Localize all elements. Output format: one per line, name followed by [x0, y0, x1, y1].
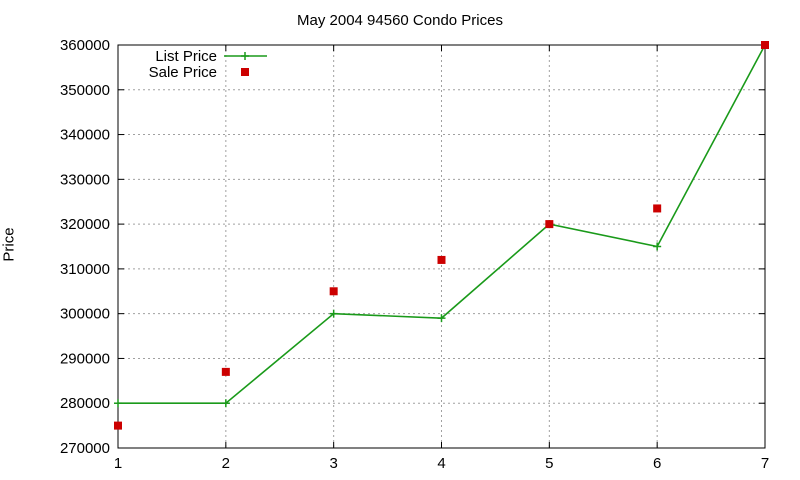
x-tick-label: 6: [653, 455, 661, 472]
grid: [118, 45, 765, 448]
x-tick-label: 1: [114, 455, 122, 472]
series-line: [118, 44, 766, 405]
data-point: [761, 41, 769, 49]
legend-marker: [241, 68, 249, 76]
y-tick-label: 310000: [60, 261, 110, 278]
data-point: [329, 309, 338, 318]
x-tick-label: 2: [222, 455, 230, 472]
data-point: [329, 287, 338, 296]
y-tick-label: 350000: [60, 82, 110, 99]
series: [114, 41, 769, 430]
y-tick-label: 360000: [60, 37, 110, 54]
x-tick-label: 7: [761, 455, 769, 472]
data-point: [437, 314, 446, 323]
y-tick-label: 300000: [60, 306, 110, 323]
y-tick-label: 270000: [60, 440, 110, 457]
data-point: [653, 204, 662, 213]
y-tick-label: 340000: [60, 127, 110, 144]
data-point: [437, 255, 446, 264]
axis-ticks: 1 2 3 4 5 6 7 270000 280000 290000 300000 310000 320…: [60, 37, 769, 472]
data-point: [221, 367, 230, 376]
data-point: [653, 242, 662, 251]
data-point: [545, 220, 554, 229]
series-sale-price: [114, 41, 769, 430]
legend-marker: [241, 52, 249, 60]
data-point: [114, 421, 122, 430]
y-tick-label: 330000: [60, 171, 110, 188]
y-tick-label: 290000: [60, 350, 110, 367]
x-tick-label: 5: [545, 455, 553, 472]
x-tick-label: 4: [437, 455, 445, 472]
y-tick-label: 280000: [60, 395, 110, 412]
legend-label: List Price: [155, 48, 217, 65]
x-tick-label: 3: [329, 455, 337, 472]
chart-title: May 2004 94560 Condo Prices: [297, 12, 503, 29]
data-point: [114, 399, 122, 408]
data-point: [221, 399, 230, 408]
legend-label: Sale Price: [149, 64, 217, 81]
y-tick-label: 320000: [60, 216, 110, 233]
